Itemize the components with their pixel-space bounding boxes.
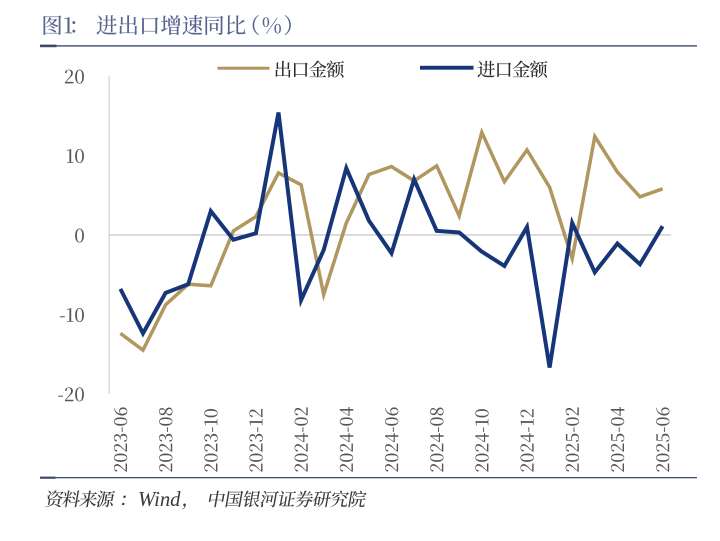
svg-text:Wind: Wind — [138, 489, 181, 511]
